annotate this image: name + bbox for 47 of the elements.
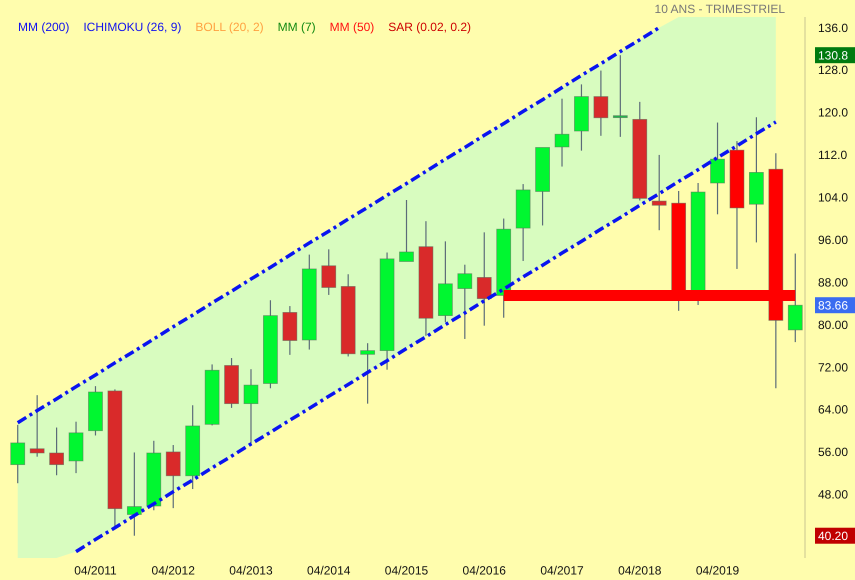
candlestick: [476, 232, 492, 326]
y-tick-label: 40.20: [818, 528, 848, 543]
x-tick-label: 04/2015: [384, 564, 429, 578]
candlestick: [244, 368, 258, 444]
x-tick-label: 04/2013: [229, 564, 273, 578]
y-tick-label: 80.00: [818, 318, 848, 332]
x-tick-label: 04/2016: [462, 564, 506, 578]
candlestick: [593, 70, 608, 136]
candlestick: [126, 452, 142, 536]
y-tick-label: 104.0: [818, 190, 848, 205]
annotation: SAR (0.02, 0.2): [388, 20, 472, 34]
candlestick: [360, 342, 376, 404]
y-tick-label: 136.0: [818, 20, 848, 35]
candlestick: [10, 424, 26, 484]
candlestick: [30, 394, 45, 458]
annotation: BOLL (20, 2): [195, 20, 264, 34]
y-tick-label: 120.0: [818, 106, 848, 120]
annotation: MM (7): [278, 20, 316, 34]
y-tick-label: 130.8: [818, 48, 848, 62]
chart-subtitle: 10 ANS - TRIMESTRIEL: [654, 2, 785, 16]
candlestick: [399, 199, 414, 262]
y-tick-label: 56.00: [818, 445, 848, 460]
y-tick-label: 64.00: [818, 402, 848, 417]
annotation: MM (200): [18, 20, 70, 34]
line-series: [74, 120, 778, 554]
y-tick-label: 112.0: [818, 148, 848, 162]
y-tick-label: 72.00: [818, 360, 848, 374]
x-tick-label: 04/2012: [152, 564, 196, 578]
y-tick-label: 83.66: [818, 298, 848, 312]
candlestick: [321, 248, 336, 296]
y-tick-label: 128.0: [818, 63, 848, 78]
x-tick-label: 04/2014: [307, 564, 351, 578]
y-tick-label: 88.00: [818, 275, 848, 290]
annotation: MM (50): [330, 20, 374, 34]
x-tick-label: 04/2018: [618, 564, 662, 578]
candlestick: [554, 98, 570, 168]
candlestick: [652, 154, 667, 231]
x-tick-label: 04/2019: [696, 564, 740, 578]
y-tick-label: 48.00: [818, 488, 848, 502]
candlestick: [166, 444, 181, 509]
candlestick: [49, 426, 64, 476]
candlestick: [710, 122, 725, 215]
candlestick: [457, 264, 472, 340]
x-tick-label: 04/2011: [74, 564, 118, 578]
x-tick-label: 04/2017: [540, 564, 584, 578]
y-tick-label: 96.00: [818, 232, 848, 247]
annotation: ICHIMOKU (26, 9): [83, 20, 182, 34]
